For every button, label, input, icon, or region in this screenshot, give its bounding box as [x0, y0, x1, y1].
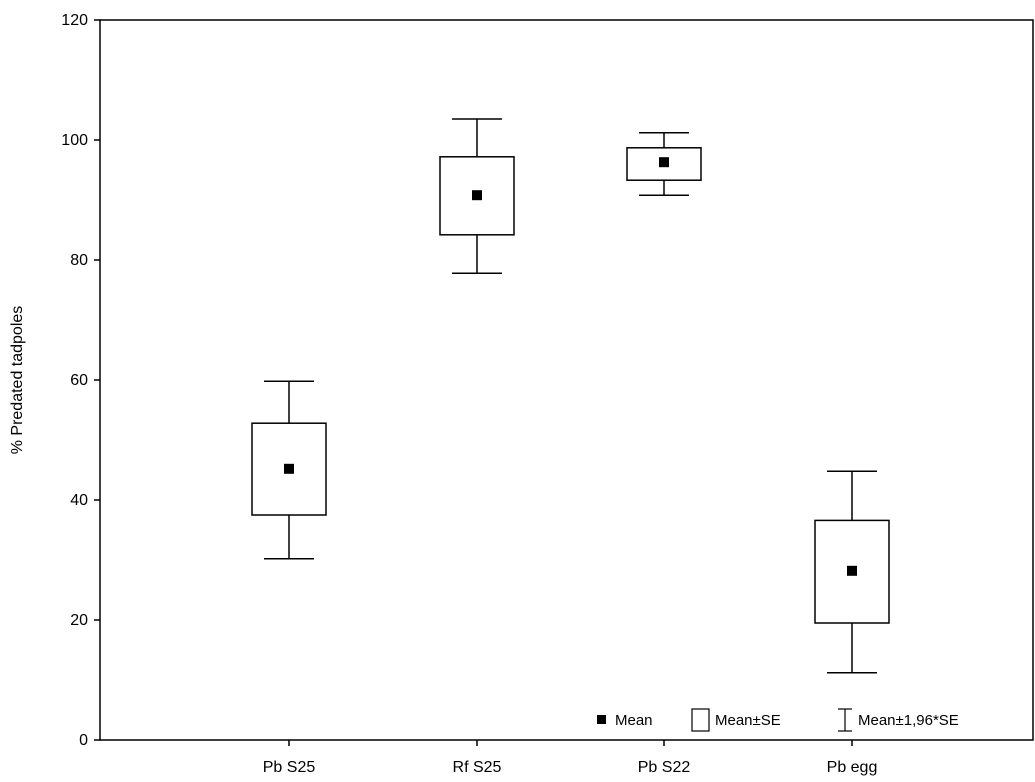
x-axis-ticks: Pb S25 Rf S25 Pb S22 Pb egg	[263, 740, 878, 776]
y-tick-label: 40	[70, 492, 88, 509]
box-group	[439, 118, 515, 274]
y-tick-label: 0	[79, 732, 88, 749]
x-tick-label: Rf S25	[453, 759, 502, 776]
mean-marker	[284, 463, 294, 474]
legend-mean-symbol	[597, 715, 606, 724]
axes	[99, 19, 1034, 741]
plot-area	[251, 118, 890, 674]
legend-label-mean: Mean	[615, 712, 653, 729]
x-tick-label: Pb S22	[638, 759, 691, 776]
box-group	[814, 470, 890, 674]
x-tick-label: Pb S25	[263, 759, 316, 776]
mean-marker	[847, 565, 857, 576]
y-axis-ticks: 0 20 40 60 80 100 120	[61, 12, 100, 749]
plot-frame	[99, 19, 1034, 741]
box-group	[251, 380, 327, 560]
y-tick-label: 120	[61, 12, 88, 29]
mean-marker	[659, 157, 669, 168]
y-tick-label: 80	[70, 252, 88, 269]
legend-label-se: Mean±SE	[715, 712, 781, 729]
x-tick-label: Pb egg	[827, 759, 878, 776]
y-axis-title: % Predated tadpoles	[9, 306, 26, 455]
y-tick-label: 60	[70, 372, 88, 389]
y-tick-label: 100	[61, 132, 88, 149]
box-group	[626, 132, 702, 196]
legend: Mean Mean±SE Mean±1,96*SE	[597, 708, 959, 732]
mean-marker	[472, 190, 482, 201]
y-tick-label: 20	[70, 612, 88, 629]
legend-ci-symbol	[838, 708, 852, 732]
legend-label-ci: Mean±1,96*SE	[858, 712, 959, 729]
legend-se-symbol	[691, 708, 710, 732]
